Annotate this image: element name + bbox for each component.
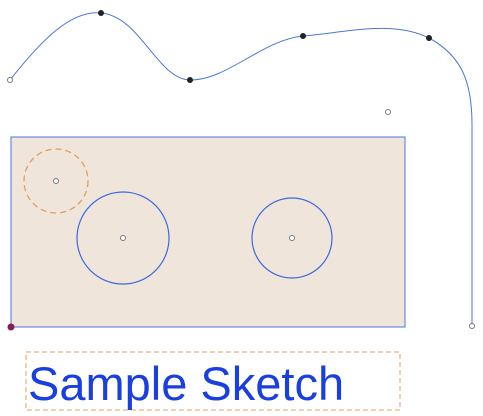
text-box[interactable] [25,351,401,411]
circle[interactable] [76,191,170,285]
spline-endpoint[interactable] [7,77,13,83]
spline[interactable] [9,12,473,326]
spline-point[interactable] [300,33,306,39]
center-point[interactable] [53,178,59,184]
origin-point[interactable] [7,323,15,331]
center-point[interactable] [120,235,126,241]
spline-point[interactable] [187,77,193,83]
center-point[interactable] [289,235,295,241]
spline-point[interactable] [98,10,104,16]
sketch-text[interactable]: Sample Sketch [28,357,344,410]
rectangle[interactable] [10,136,406,328]
circle[interactable] [251,197,333,279]
construction-circle[interactable] [23,148,89,214]
point[interactable] [385,109,391,115]
spline-point[interactable] [426,35,432,41]
spline-endpoint[interactable] [469,323,475,329]
